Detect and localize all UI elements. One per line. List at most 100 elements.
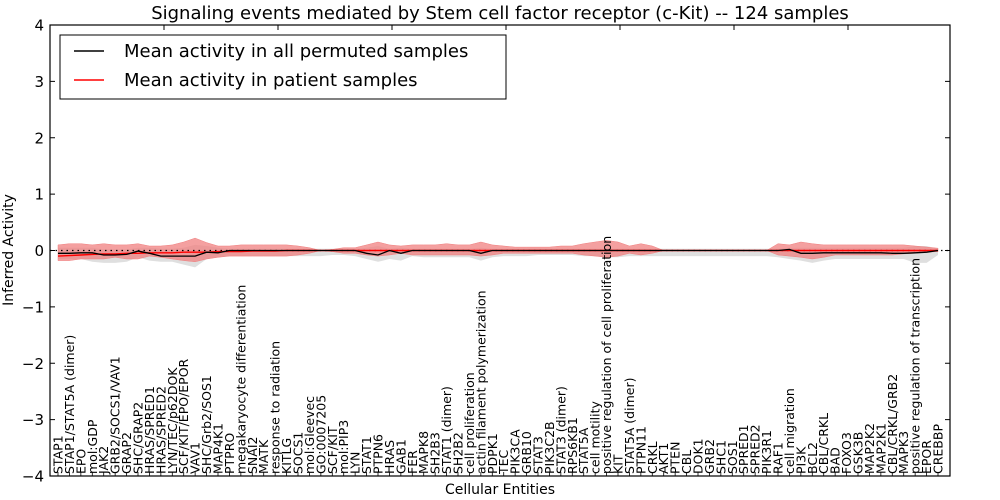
x-tick-label: mol:Gleevec	[302, 396, 317, 474]
legend-box	[59, 34, 507, 100]
x-tick-label: PIK3CA	[508, 429, 523, 474]
x-tick-label: STAT3 (dimer)	[553, 386, 568, 474]
x-tick-label: SPRED2	[748, 424, 763, 474]
y-tick-label: −1	[22, 298, 44, 316]
legend-label-patient: Mean activity in patient samples	[124, 70, 418, 91]
x-tick-label: MAP4K1	[211, 423, 226, 474]
x-tick-label: GO:0007205	[313, 395, 328, 474]
x-tick-label: SNAI2	[245, 437, 260, 474]
x-tick-label: cell proliferation	[462, 372, 477, 474]
x-tick-label: positive regulation of cell proliferatio…	[599, 236, 614, 474]
plot-frame	[49, 24, 951, 477]
x-tick-label: HRAS/SPRED1	[142, 386, 157, 474]
legend-label-permuted: Mean activity in all permuted samples	[124, 41, 468, 62]
x-tick-label: GRB10	[519, 431, 534, 474]
x-tick-label: GRB2	[702, 439, 717, 474]
x-tick-label: cell migration	[782, 388, 797, 474]
x-tick-label: RAF1	[771, 442, 786, 474]
x-tick-label: SOS1	[725, 440, 740, 474]
x-tick-label: MATK	[256, 439, 271, 474]
x-tick-label: CBL/CRKL	[816, 413, 831, 474]
x-tick-label: megakaryocyte differentiation	[233, 285, 248, 474]
x-tick-label: MAPK3	[896, 431, 911, 474]
x-tick-label: STAP1/STAT5A (dimer)	[62, 335, 77, 474]
x-tick-label: KITLG	[279, 438, 294, 474]
activity-lines	[50, 248, 950, 257]
x-tick-label: STAT1	[359, 436, 374, 474]
y-tick-label: 2	[34, 129, 44, 147]
x-tick-label: SHC/Grb2/SOS1	[199, 375, 214, 474]
x-tick-label: CREBBP	[931, 424, 946, 474]
x-tick-label: SHC/GRAP2	[131, 402, 146, 474]
x-tick-label: CRKL	[645, 441, 660, 474]
y-axis: −4 −3 −2 −1 0 1 2 3 4	[22, 17, 950, 486]
x-tick-label: MAP2K1	[873, 423, 888, 474]
x-tick-label: response to radiation	[268, 341, 283, 474]
x-tick-label: STAT3	[531, 436, 546, 474]
x-tick-label: BCL2	[805, 442, 820, 474]
y-tick-label: 1	[34, 186, 44, 204]
x-tick-label: MAPK8	[416, 431, 431, 474]
y-tick-label: −3	[22, 411, 44, 429]
x-tick-label: SCF/KIT	[325, 426, 340, 474]
x-tick-label: mol:GDP	[85, 419, 100, 474]
x-tick-label: SPRED1	[736, 424, 751, 474]
x-tick-label: EPOR	[919, 440, 934, 474]
x-tick-label: PTEN	[668, 442, 683, 474]
x-tick-label: FOXO3	[839, 432, 854, 474]
x-axis-label: Cellular Entities	[445, 482, 555, 498]
x-tick-label: LYN	[348, 452, 363, 474]
x-tick-label: STAT5A (dimer)	[622, 378, 637, 474]
x-tick-label: STAT1 (dimer)	[439, 386, 454, 474]
x-tick-label: AKT1	[656, 443, 671, 474]
x-tick-label: positive regulation of transcription	[908, 258, 923, 474]
y-axis-label: Inferred Activity	[1, 194, 17, 306]
y-tick-label: 3	[34, 73, 44, 91]
x-tick-label: PTPN11	[633, 426, 648, 474]
x-tick-label: SCF/KIT/EPO/EPOR	[176, 358, 191, 474]
x-tick-label: MAP2K2	[862, 423, 877, 474]
x-tick-label: CBL	[679, 450, 694, 474]
x-tick-label: KIT	[611, 454, 626, 474]
chart-title: Signaling events mediated by Stem cell f…	[151, 3, 849, 24]
x-tick-label: BAD	[828, 447, 843, 474]
y-tick-label: −2	[22, 355, 44, 373]
x-tick-label: PDPK1	[485, 433, 500, 474]
x-tick-label: PTPN6	[371, 434, 386, 474]
x-tick-label: GAB1	[393, 439, 408, 474]
x-tick-label: mol:PIP3	[336, 420, 351, 474]
y-tick-label: 4	[34, 17, 44, 35]
x-tick-label: TEC	[496, 449, 511, 475]
permuted-mean-line	[58, 248, 939, 257]
legend: Mean activity in all permuted samples Me…	[59, 34, 507, 100]
x-tick-label: cell motility	[588, 400, 603, 474]
x-tick-label: CBL/CRKL/GRB2	[885, 374, 900, 474]
x-tick-label: STAT5A	[576, 427, 591, 474]
x-tick-label: LYN/TEC/p62DOK	[165, 367, 180, 474]
x-tick-label: JAK2	[96, 446, 111, 475]
x-tick-label: GRB2/SOCS1/VAV1	[108, 356, 123, 474]
x-tick-label: RPS6KB1	[565, 417, 580, 474]
x-tick-label: PIK3R1	[759, 430, 774, 474]
x-tick-label: VAV1	[188, 442, 203, 474]
x-tick-label: STAP1	[51, 435, 66, 474]
x-tick-label: SH2B2	[451, 432, 466, 474]
y-tick-label: 0	[34, 242, 44, 260]
x-tick-label: SOCS1	[291, 432, 306, 474]
x-tick-label: PI3K	[793, 446, 808, 474]
x-tick-label: GRAP2	[119, 432, 134, 474]
y-tick-label: −4	[22, 468, 44, 486]
x-tick-label: FER	[405, 450, 420, 474]
x-tick-label: GSK3B	[851, 432, 866, 474]
x-tick-label: HRAS	[382, 440, 397, 474]
x-tick-label: HRAS/SPRED2	[153, 386, 168, 474]
x-tick-label: SHC1	[713, 440, 728, 474]
x-tick-label: SH2B3	[428, 432, 443, 474]
x-tick-label: PIK3C2B	[542, 421, 557, 474]
x-tick-label: DOK1	[691, 438, 706, 474]
x-tick-label: EPO	[73, 449, 88, 474]
x-tick-label: actin filament polymerization	[473, 290, 488, 474]
x-tick-label: PTPRO	[222, 433, 237, 474]
